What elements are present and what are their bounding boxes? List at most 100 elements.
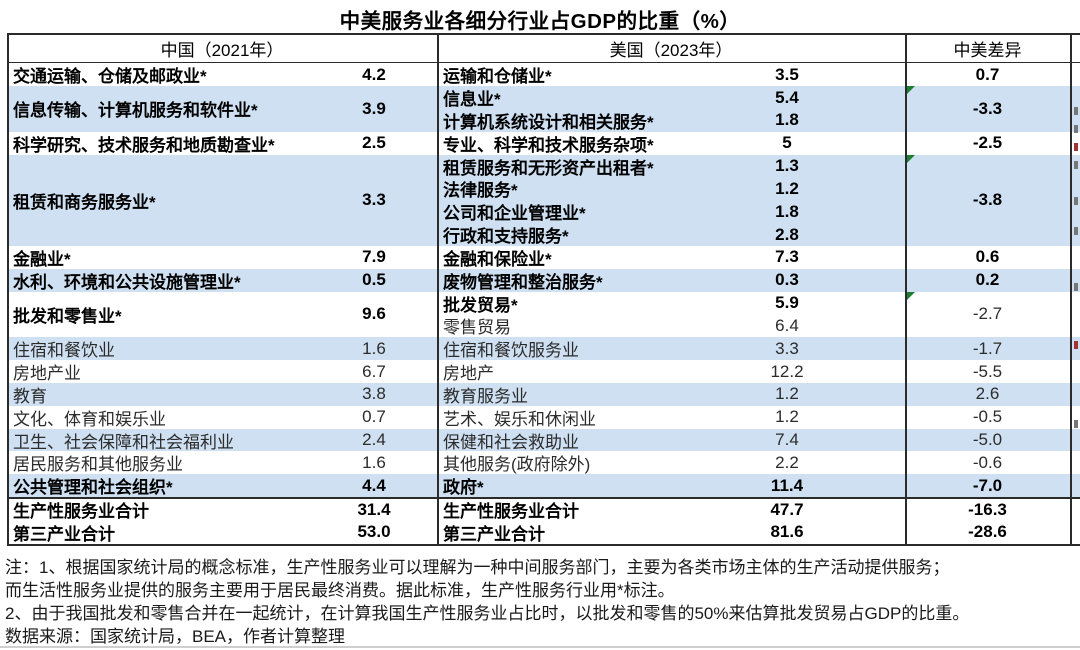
us-subrow: 房地产 12.2 <box>437 360 905 384</box>
diff-cell: 2.6 <box>905 383 1070 406</box>
us-gdp-value: 3.5 <box>775 64 799 84</box>
china-industry-label: 水利、环境和公共设施管理业* <box>13 272 241 292</box>
cropped-text-fragment <box>1074 125 1078 133</box>
table-row-group: 房地产业 6.7 房地产 12.2 -5.5 <box>7 360 1080 384</box>
page-title: 中美服务业各细分行业占GDP的比重（%） <box>339 10 741 33</box>
us-subrow: 批发贸易* 5.9 <box>437 292 905 315</box>
us-gdp-value: 5 <box>782 133 792 153</box>
diff-value: -1.7 <box>972 338 1003 358</box>
cropped-text-fragment <box>1074 107 1078 115</box>
diff-value: -5.0 <box>972 430 1003 450</box>
us-subrow: 住宿和餐饮服务业 3.3 <box>437 337 905 361</box>
china-gdp-value: 0.5 <box>362 270 386 290</box>
china-cell: 信息传输、计算机服务和软件业* 3.9 <box>7 86 437 132</box>
us-subrow: 零售贸易 6.4 <box>437 314 905 338</box>
diff-cell: 0.2 <box>905 269 1070 292</box>
us-subrow: 计算机系统设计和相关服务* 1.8 <box>437 109 905 132</box>
us-industry-label: 批发贸易* <box>443 295 518 315</box>
us-gdp-value: 1.3 <box>775 156 799 176</box>
table-totals: 生产性服务业合计 31.4 生产性服务业合计 47.7 -16.3 第三产业合计 53.0 第… <box>7 499 1080 544</box>
china-cell: 教育 3.8 <box>7 383 437 406</box>
china-cell: 科学研究、技术服务和地质勘查业* 2.5 <box>7 132 437 155</box>
table-row-group: 租赁和商务服务业* 3.3 租赁服务和无形资产出租者* 1.3 法律服务* 1.2 公司和企… <box>7 154 1080 246</box>
table-row-group: 住宿和餐饮业 1.6 住宿和餐饮服务业 3.3 -1.7 <box>7 337 1080 360</box>
us-cell: 住宿和餐饮服务业 3.3 <box>437 337 905 361</box>
us-cell: 运输和仓储业* 3.5 <box>437 63 905 87</box>
us-cell: 租赁服务和无形资产出租者* 1.3 法律服务* 1.2 公司和企业管理业* 1.8 行政和支… <box>437 155 905 246</box>
china-total-cell: 生产性服务业合计 31.4 <box>7 499 437 522</box>
diff-value: -3.8 <box>972 190 1003 210</box>
china-industry-label: 交通运输、仓储及邮政业* <box>13 67 207 87</box>
china-industry-label: 文化、体育和娱乐业 <box>13 409 166 429</box>
diff-cell: -3.8 <box>905 154 1070 246</box>
us-diff-divider <box>905 33 907 546</box>
us-total-subrow: 生产性服务业合计 47.7 <box>437 499 905 522</box>
table-right-border <box>1070 33 1072 546</box>
us-gdp-value: 2.8 <box>775 224 799 244</box>
us-cell: 其他服务(政府除外) 2.2 <box>437 451 905 475</box>
us-industry-label: 租赁服务和无形资产出租者* <box>443 158 654 178</box>
china-gdp-value: 1.6 <box>362 338 386 358</box>
table-row-group: 居民服务和其他服务业 1.6 其他服务(政府除外) 2.2 -0.6 <box>7 451 1080 475</box>
table-header-row: 中国（2021年） 美国（2023年） 中美差异 <box>7 35 1080 62</box>
china-cell: 居民服务和其他服务业 1.6 <box>7 451 437 475</box>
us-industry-label: 行政和支持服务* <box>443 227 569 247</box>
diff-value: -3.3 <box>972 98 1003 118</box>
china-cell: 文化、体育和娱乐业 0.7 <box>7 406 437 429</box>
footnote-line: 2、由于我国批发和零售合并在一起统计，在计算我国生产性服务业占比时，以批发和零售… <box>5 604 970 623</box>
table-row-group: 批发和零售业* 9.6 批发贸易* 5.9 零售贸易 6.4 -2.7 <box>7 291 1080 338</box>
us-industry-label: 废物管理和整治服务* <box>443 272 603 292</box>
us-industry-label: 保健和社会救助业 <box>443 432 579 452</box>
totals-divider <box>7 497 1080 499</box>
diff-value: -5.5 <box>972 361 1003 381</box>
us-subrow: 租赁服务和无形资产出租者* 1.3 <box>437 155 905 178</box>
china-industry-label: 居民服务和其他服务业 <box>13 455 183 475</box>
diff-cell: -0.5 <box>905 406 1070 429</box>
china-industry-label: 批发和零售业* <box>13 306 122 326</box>
china-industry-label: 房地产业 <box>13 364 81 384</box>
us-industry-label: 零售贸易 <box>443 318 511 338</box>
table-row-group: 交通运输、仓储及邮政业* 4.2 运输和仓储业* 3.5 0.7 <box>7 63 1080 87</box>
china-industry-label: 公共管理和社会组织* <box>13 478 173 498</box>
china-gdp-value: 3.3 <box>362 190 386 210</box>
footnote-line: 注：1、根据国家统计局的概念标准，生产性服务业可以理解为一种中间服务部门，主要为… <box>5 558 950 577</box>
us-gdp-value: 1.8 <box>775 110 799 130</box>
cropped-text-fragment <box>1074 341 1078 349</box>
us-total-value: 47.7 <box>770 499 804 519</box>
diff-cell: -5.5 <box>905 360 1070 383</box>
us-subrow: 金融和保险业* 7.3 <box>437 246 905 269</box>
china-total-value: 31.4 <box>357 499 391 519</box>
us-gdp-value: 1.2 <box>775 407 799 427</box>
us-gdp-value: 6.4 <box>775 315 799 335</box>
us-subrow: 运输和仓储业* 3.5 <box>437 63 905 87</box>
us-subrow: 行政和支持服务* 2.8 <box>437 223 905 247</box>
china-industry-label: 信息传输、计算机服务和软件业* <box>13 101 258 121</box>
us-subrow: 法律服务* 1.2 <box>437 177 905 201</box>
us-industry-label: 其他服务(政府除外) <box>443 455 591 475</box>
diff-total-value: -28.6 <box>968 522 1007 542</box>
diff-cell: 0.6 <box>905 246 1070 269</box>
us-cell: 金融和保险业* 7.3 <box>437 246 905 269</box>
table-top-border <box>7 33 1080 36</box>
column-header-china: 中国（2021年） <box>160 40 284 60</box>
diff-total-value: -16.3 <box>968 499 1007 519</box>
china-gdp-value: 3.9 <box>362 98 386 118</box>
diff-value: -7.0 <box>972 475 1003 495</box>
table-row-group: 公共管理和社会组织* 4.4 政府* 11.4 -7.0 <box>7 474 1080 497</box>
china-industry-label: 住宿和餐饮业 <box>13 341 115 361</box>
column-header-diff: 中美差异 <box>953 40 1022 60</box>
us-industry-label: 法律服务* <box>443 181 518 201</box>
diff-value: -2.7 <box>972 304 1003 324</box>
us-gdp-value: 0.3 <box>775 270 799 290</box>
us-cell: 信息业* 5.4 计算机系统设计和相关服务* 1.8 <box>437 86 905 132</box>
china-gdp-value: 4.2 <box>362 64 386 84</box>
comment-marker-triangle-icon <box>906 154 915 164</box>
totals-row: 生产性服务业合计 31.4 生产性服务业合计 47.7 -16.3 <box>7 499 1080 522</box>
table-row-group: 水利、环境和公共设施管理业* 0.5 废物管理和整治服务* 0.3 0.2 <box>7 268 1080 292</box>
diff-cell: -2.5 <box>905 132 1070 155</box>
china-gdp-value: 7.9 <box>362 247 386 267</box>
table-row-group: 教育 3.8 教育服务业 1.2 2.6 <box>7 382 1080 406</box>
column-header-us: 美国（2023年） <box>609 40 733 60</box>
us-gdp-value: 1.2 <box>775 178 799 198</box>
